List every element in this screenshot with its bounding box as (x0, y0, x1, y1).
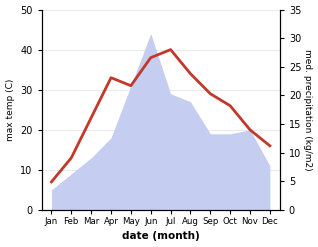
X-axis label: date (month): date (month) (122, 231, 199, 242)
Y-axis label: max temp (C): max temp (C) (5, 79, 15, 141)
Y-axis label: med. precipitation (kg/m2): med. precipitation (kg/m2) (303, 49, 313, 171)
